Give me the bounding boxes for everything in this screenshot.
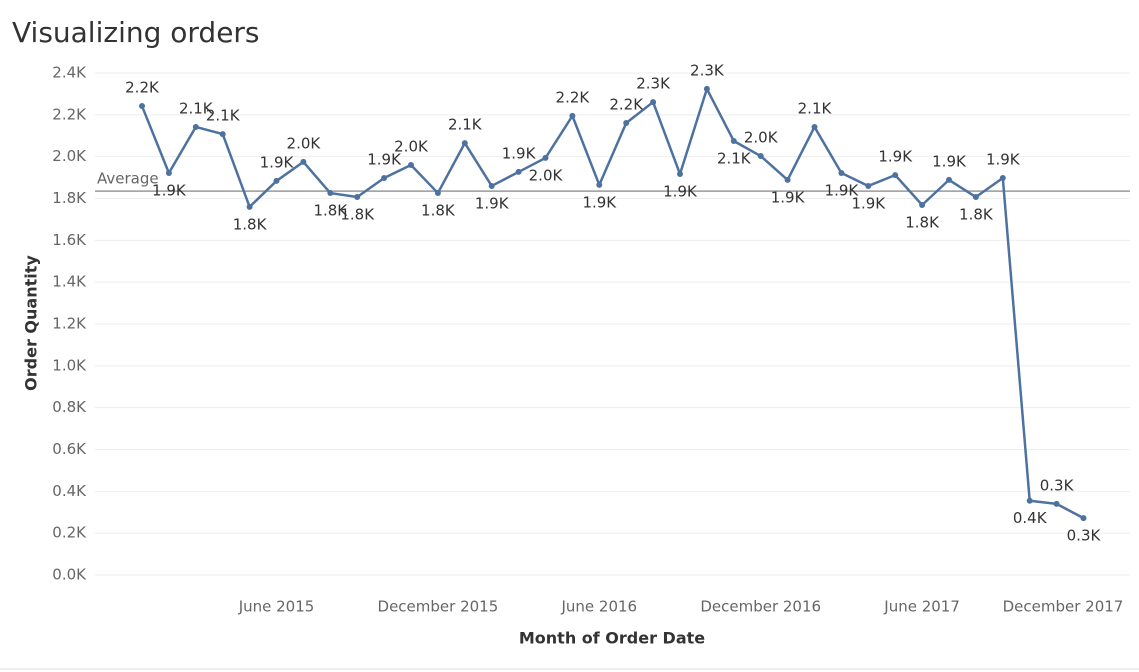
chart-title: Visualizing orders bbox=[12, 16, 260, 49]
data-label: 2.2K bbox=[125, 79, 160, 97]
data-label: 0.3K bbox=[1067, 527, 1102, 545]
point bbox=[434, 190, 441, 197]
y-tick-label: 0.0K bbox=[52, 566, 87, 584]
data-label: 1.9K bbox=[260, 153, 295, 171]
point bbox=[838, 169, 845, 176]
point bbox=[650, 99, 657, 106]
x-tick-label: June 2016 bbox=[560, 598, 637, 616]
data-label: 2.2K bbox=[609, 95, 644, 113]
data-label: 0.4K bbox=[1013, 509, 1048, 527]
data-label: 1.9K bbox=[367, 151, 402, 169]
y-tick-label: 2.2K bbox=[52, 105, 87, 123]
data-label: 1.9K bbox=[878, 148, 913, 166]
data-label: 2.3K bbox=[690, 61, 725, 79]
data-label: 1.9K bbox=[851, 194, 886, 212]
point bbox=[542, 154, 549, 161]
y-tick-label: 1.6K bbox=[52, 231, 87, 249]
y-tick-label: 1.0K bbox=[52, 356, 87, 374]
data-label: 2.3K bbox=[636, 75, 671, 93]
data-label: 1.9K bbox=[825, 181, 860, 199]
y-tick-label: 0.2K bbox=[52, 524, 87, 542]
data-label: 1.9K bbox=[771, 188, 806, 206]
point bbox=[865, 182, 872, 189]
point bbox=[354, 194, 361, 201]
x-tick-label: June 2017 bbox=[883, 598, 960, 616]
data-label: 2.0K bbox=[529, 166, 564, 184]
point bbox=[623, 119, 630, 126]
data-label: 1.8K bbox=[959, 206, 994, 224]
point bbox=[461, 140, 468, 147]
point bbox=[757, 153, 764, 160]
data-label: 1.9K bbox=[502, 144, 537, 162]
point bbox=[1026, 497, 1033, 504]
y-tick-label: 1.8K bbox=[52, 189, 87, 207]
data-label: 2.1K bbox=[798, 99, 833, 117]
point bbox=[327, 190, 334, 197]
data-label: 2.0K bbox=[394, 138, 429, 156]
point bbox=[139, 103, 145, 110]
x-tick-label: December 2017 bbox=[1003, 598, 1124, 616]
line bbox=[140, 87, 1085, 520]
point bbox=[919, 201, 926, 208]
point bbox=[569, 112, 576, 119]
data-label: 2.2K bbox=[556, 88, 591, 106]
x-tick-label: June 2015 bbox=[238, 598, 315, 616]
data-label: 2.1K bbox=[717, 149, 752, 167]
data-label: 2.0K bbox=[744, 129, 779, 147]
point bbox=[273, 177, 280, 184]
point bbox=[381, 175, 388, 182]
data-label: 2.1K bbox=[206, 107, 241, 125]
y-tick-label: 2.4K bbox=[52, 64, 87, 82]
x-tick-label: December 2015 bbox=[378, 598, 499, 616]
y-tick-label: 0.8K bbox=[52, 398, 87, 416]
data-label: 2.1K bbox=[179, 99, 214, 117]
point bbox=[219, 131, 226, 138]
data-label: 1.8K bbox=[905, 213, 940, 231]
y-tick-label: 0.6K bbox=[52, 440, 87, 458]
point bbox=[408, 162, 414, 169]
point bbox=[892, 172, 899, 179]
point bbox=[730, 137, 737, 144]
point bbox=[972, 194, 979, 201]
x-tick-label: December 2016 bbox=[700, 598, 821, 616]
data-label: 1.9K bbox=[475, 194, 510, 212]
y-axis-title: Order Quantity bbox=[22, 255, 41, 391]
data-label: 0.3K bbox=[1040, 476, 1075, 494]
point bbox=[1053, 500, 1060, 507]
point bbox=[677, 171, 683, 178]
point bbox=[246, 203, 253, 210]
point bbox=[784, 176, 791, 183]
data-label: 1.9K bbox=[582, 193, 617, 211]
y-tick-label: 2.0K bbox=[52, 147, 87, 165]
y-tick-label: 1.2K bbox=[52, 315, 87, 333]
data-label: 2.0K bbox=[287, 134, 322, 152]
point bbox=[946, 176, 952, 183]
data-label: 1.9K bbox=[152, 181, 187, 199]
data-label: 1.9K bbox=[663, 183, 698, 201]
point bbox=[811, 123, 818, 130]
data-label: 1.9K bbox=[932, 152, 967, 170]
point bbox=[165, 169, 172, 176]
point bbox=[488, 182, 495, 189]
point bbox=[596, 181, 603, 188]
data-label: 1.8K bbox=[340, 206, 375, 224]
point bbox=[515, 168, 522, 175]
reference-label: Average bbox=[97, 170, 159, 188]
point bbox=[999, 175, 1006, 182]
point bbox=[300, 158, 307, 165]
point bbox=[1080, 515, 1087, 522]
x-axis-title: Month of Order Date bbox=[519, 629, 705, 648]
point bbox=[703, 85, 710, 92]
data-label: 2.1K bbox=[448, 116, 483, 134]
y-tick-label: 1.4K bbox=[52, 273, 87, 291]
data-label: 1.8K bbox=[233, 215, 268, 233]
data-label: 1.8K bbox=[313, 202, 348, 220]
data-label: 1.9K bbox=[986, 151, 1021, 169]
data-label: 1.8K bbox=[421, 202, 456, 220]
point bbox=[192, 123, 199, 130]
y-tick-label: 0.4K bbox=[52, 482, 87, 500]
